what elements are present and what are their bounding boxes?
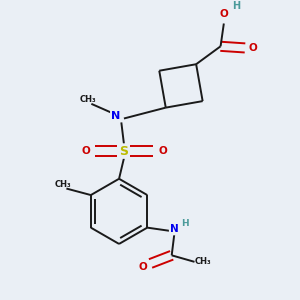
Text: O: O [249, 43, 257, 53]
Text: N: N [170, 224, 179, 234]
Text: O: O [158, 146, 167, 156]
Text: O: O [81, 146, 90, 156]
Text: O: O [139, 262, 148, 272]
Text: H: H [181, 219, 188, 228]
Text: O: O [220, 9, 228, 19]
Text: N: N [111, 111, 120, 121]
Text: S: S [119, 145, 128, 158]
Text: H: H [232, 1, 240, 10]
Text: CH₃: CH₃ [55, 180, 71, 189]
Text: CH₃: CH₃ [194, 257, 211, 266]
Text: CH₃: CH₃ [80, 95, 96, 104]
